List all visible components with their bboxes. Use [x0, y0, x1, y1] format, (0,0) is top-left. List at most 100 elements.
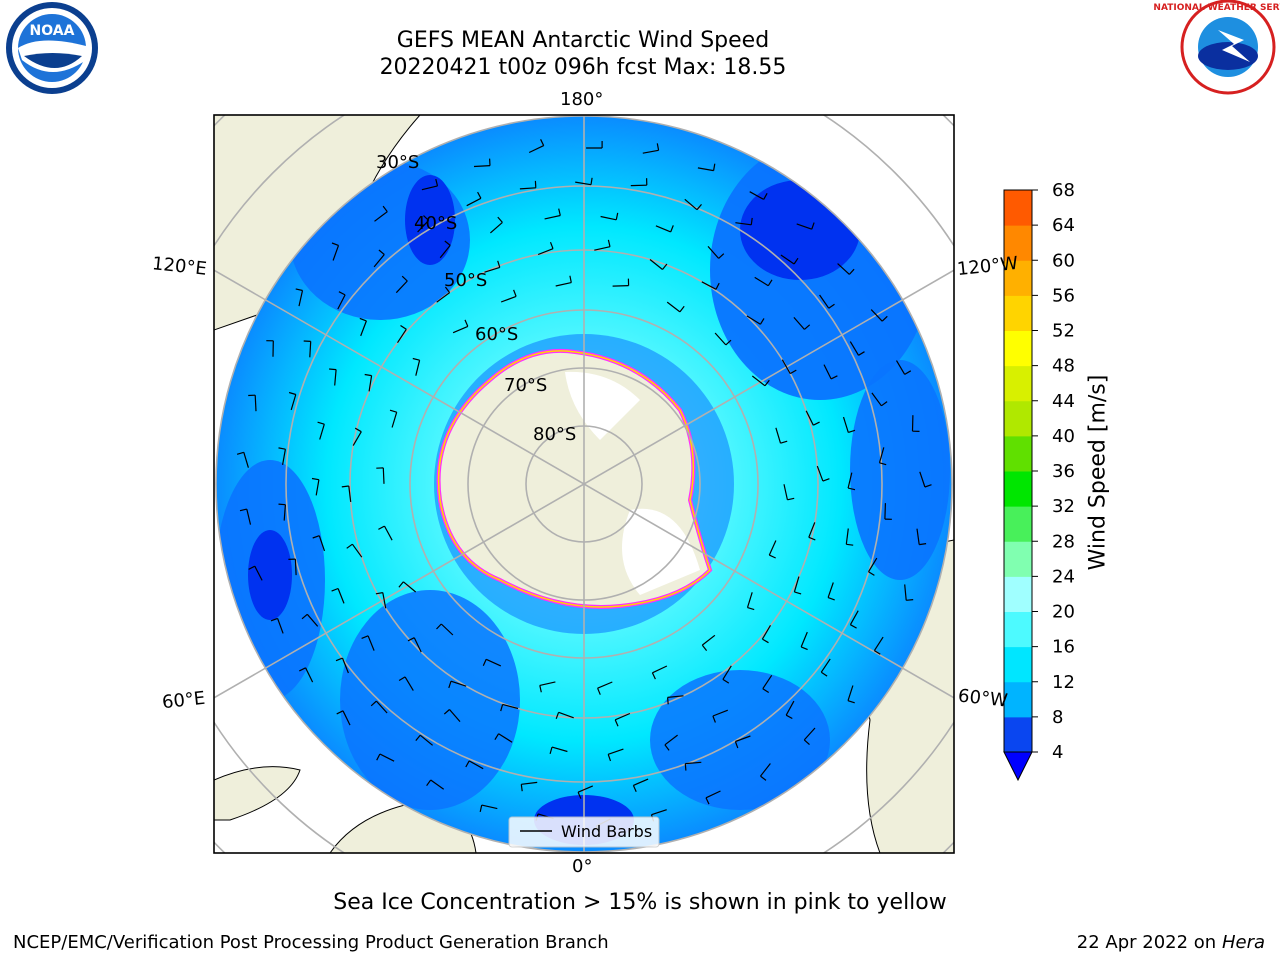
wind-barb-flag — [787, 497, 795, 501]
wind-barb-flag — [378, 249, 385, 255]
wind-barb — [452, 325, 469, 334]
wind-barb — [664, 734, 678, 746]
wind-barb — [775, 427, 782, 444]
wind-barb — [473, 165, 491, 168]
wind-barb — [746, 315, 761, 325]
wind-barb — [667, 695, 684, 698]
wind-barb-flag — [301, 613, 308, 620]
wind-barb — [341, 657, 349, 674]
lat-label-80s: 80°S — [533, 424, 577, 445]
wind-barb — [382, 467, 385, 484]
wind-barb-flag — [830, 375, 838, 380]
wind-barb — [555, 282, 572, 287]
sea-ice-note: Sea Ice Concentration > 15% is shown in … — [333, 890, 947, 915]
wind-barb-flag — [722, 678, 730, 684]
wind-barb-flag — [760, 775, 767, 781]
wind-barb — [735, 222, 752, 226]
wind-barb — [306, 613, 319, 627]
wind-barb-flag — [346, 543, 353, 549]
wind-barb — [468, 760, 484, 770]
wind-barb-flag — [370, 700, 377, 707]
colorbar-tick-label: 8 — [1052, 707, 1063, 728]
wind-barb — [519, 187, 536, 190]
wind-barb-flag — [803, 739, 810, 746]
wind-barb — [319, 424, 325, 440]
wind-barb — [449, 709, 461, 722]
wind-barb-flag — [881, 401, 888, 407]
colorbar-tick-label: 44 — [1052, 391, 1075, 412]
wind-barb-flag — [858, 351, 865, 356]
wind-barb — [283, 504, 286, 521]
wind-barb — [793, 576, 800, 593]
wind-barb-flag — [808, 536, 816, 541]
wind-barb-flag — [734, 741, 739, 749]
wind-barb — [368, 375, 373, 392]
colorbar-tick-label: 52 — [1052, 321, 1075, 342]
wind-barb-flag — [389, 409, 397, 413]
wind-barb-flag — [482, 659, 487, 666]
wind-barb — [642, 149, 659, 154]
wind-barb-flag — [435, 178, 439, 187]
wind-barb — [781, 359, 791, 374]
wind-barb-flag — [847, 700, 855, 704]
wind-barb-flag — [667, 697, 669, 705]
wind-barb-flag — [919, 543, 927, 546]
wind-barb — [796, 223, 812, 230]
wind-barb-flag — [335, 657, 343, 662]
wind-barb-flag — [375, 592, 383, 595]
wind-barb-flag — [725, 339, 732, 346]
wind-barb-flag — [906, 599, 914, 601]
wind-barb-flag — [415, 734, 421, 741]
wind-barb-flag — [412, 357, 420, 361]
wind-barb-flag — [847, 487, 856, 491]
wind-barb — [633, 778, 649, 786]
wind-barb — [374, 211, 388, 222]
wind-barb-flag — [423, 215, 430, 221]
wind-barb-flag — [800, 646, 808, 651]
wind-barb-flag — [848, 268, 855, 275]
lat-label-40s: 40°S — [414, 213, 458, 234]
colorbar-tick-label: 32 — [1052, 496, 1075, 517]
wind-barb-flag — [311, 477, 320, 481]
wind-barb — [895, 360, 906, 375]
wind-barb-flag — [879, 462, 887, 466]
wind-barb — [436, 292, 450, 303]
wind-barb-flag — [331, 242, 339, 246]
wind-barb-flag — [718, 253, 725, 259]
wind-barb-flag — [780, 440, 788, 444]
wind-barb — [867, 557, 878, 573]
wind-barb — [417, 219, 430, 233]
wind-barb — [608, 748, 624, 755]
wind-barb — [823, 364, 832, 380]
wind-barb-flag — [558, 208, 561, 216]
wind-barb — [760, 763, 771, 777]
wind-barb-flag — [767, 279, 773, 287]
wind-barb-flag — [270, 617, 278, 622]
wind-barb — [498, 733, 513, 743]
chart-title: GEFS MEAN Antarctic Wind Speed — [396, 28, 770, 53]
wind-barb — [762, 674, 773, 690]
wind-barb-flag — [670, 225, 674, 233]
wind-barb — [521, 781, 538, 785]
wind-barb — [537, 248, 554, 256]
wind-barb-flag — [615, 212, 619, 220]
wind-barb — [243, 452, 249, 468]
wind-barb-flag — [278, 503, 286, 506]
wind-barb-flag — [444, 286, 451, 293]
wind-barb — [334, 369, 337, 386]
wind-barb-flag — [822, 478, 830, 482]
wind-barb-flag — [288, 391, 296, 396]
wind-barb-flag — [354, 427, 362, 433]
wind-barb — [254, 565, 263, 581]
wind-barb-flag — [590, 177, 593, 185]
wind-barb-flag — [713, 163, 716, 171]
wind-barb-flag — [376, 753, 381, 761]
wind-barb — [780, 254, 795, 265]
wind-barb-flag — [764, 379, 770, 387]
wind-barb-flag — [577, 791, 582, 799]
wind-barb — [395, 280, 408, 294]
wind-barb — [746, 592, 753, 608]
wind-barb — [783, 484, 788, 500]
wind-barb-flag — [520, 784, 523, 792]
colorbar-segment — [1004, 400, 1032, 437]
